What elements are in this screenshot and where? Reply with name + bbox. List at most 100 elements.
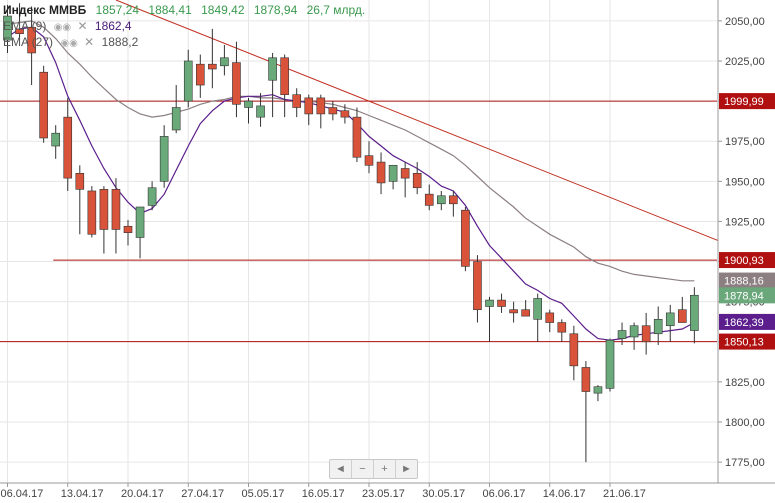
eye-icon[interactable]: ◉◉: [60, 38, 78, 49]
candle-body: [147, 187, 157, 206]
candle: [364, 141, 374, 174]
x-tick-label: 05.05.17: [242, 488, 285, 500]
candle-body: [292, 94, 302, 108]
candle-body: [388, 164, 398, 182]
price-axis: 1775,001800,001825,001850,001875,001900,…: [717, 0, 765, 483]
candle-body: [99, 189, 109, 230]
y-tick-label: 1925,00: [725, 216, 765, 228]
volume-value: 26,7 млрд.: [306, 3, 366, 17]
candle: [629, 322, 639, 350]
candle: [268, 52, 277, 118]
candle: [280, 54, 289, 118]
candle-body: [352, 116, 362, 158]
candle-body: [256, 105, 265, 118]
candle: [497, 293, 506, 313]
candle-body: [244, 100, 253, 108]
candle-body: [75, 173, 85, 190]
level-price-tag-label: 1850,13: [724, 337, 764, 349]
series-price-tag-label: 1888,16: [724, 276, 764, 288]
candle-body: [27, 26, 36, 54]
candle: [171, 85, 181, 134]
candle: [316, 94, 326, 129]
high-value: 1884,41: [148, 3, 192, 17]
candle-body: [280, 57, 289, 95]
candle: [521, 300, 530, 317]
candle: [641, 312, 651, 355]
chart-grid: [0, 0, 717, 483]
candle-body: [87, 190, 97, 235]
y-tick-label: 1950,00: [725, 176, 765, 188]
close-icon[interactable]: ✕: [77, 19, 88, 33]
zoom-in-button[interactable]: +: [374, 460, 396, 478]
ema9-line: [7, 26, 695, 341]
candle: [461, 207, 470, 272]
ema27-value: 1888,2: [101, 35, 139, 49]
candle: [244, 97, 253, 124]
candle-body: [400, 168, 410, 179]
ema27-label: EMA (27): [3, 35, 54, 49]
candle-body: [51, 132, 61, 147]
candle: [39, 65, 48, 143]
candle-body: [424, 193, 434, 206]
candle-body: [653, 319, 663, 335]
candle-body: [3, 15, 12, 41]
x-tick-label: 14.06.17: [543, 488, 586, 500]
scroll-right-button[interactable]: ►: [401, 463, 412, 475]
candle-body: [509, 309, 518, 314]
candle-body: [159, 136, 169, 182]
candle-body: [123, 225, 133, 233]
close-icon[interactable]: ✕: [84, 35, 95, 49]
candle: [485, 296, 494, 342]
candle-body: [521, 309, 530, 317]
candle: [677, 296, 687, 323]
candle-body: [461, 209, 470, 267]
candle: [220, 44, 229, 76]
x-tick-label: 23.05.17: [362, 488, 405, 500]
zoom-out-button[interactable]: −: [352, 460, 374, 478]
candle-body: [665, 312, 675, 327]
close-value: 1878,94: [253, 3, 298, 17]
legend-ema9-row[interactable]: EMA (9) ◉◉ ✕ 1862,4: [3, 18, 365, 34]
candle-body: [569, 333, 579, 367]
instrument-title: Индекс ММВБ: [3, 3, 87, 17]
candle: [352, 107, 362, 163]
candle: [196, 54, 205, 98]
legend-ohlc-row: Индекс ММВБ 1857,24 1884,41 1849,42 1878…: [3, 2, 365, 18]
candle: [63, 97, 73, 191]
candle-body: [497, 299, 506, 307]
series-price-tag: [719, 287, 775, 304]
candle: [27, 6, 36, 86]
candle: [75, 165, 85, 235]
candle-body: [376, 161, 386, 184]
candle-body: [183, 60, 193, 102]
eye-icon[interactable]: ◉◉: [53, 22, 72, 33]
y-tick-label: 2050,00: [725, 16, 765, 28]
candle: [436, 190, 446, 211]
candle: [99, 186, 109, 254]
y-tick-label: 1775,00: [725, 457, 765, 469]
candle-body: [485, 299, 494, 307]
price-tags: 1999,99 1900,93 1850,13 1888,16 1878,94 1862,…: [719, 93, 775, 350]
candle: [3, 4, 12, 53]
candle-body: [690, 294, 699, 331]
candle-body: [629, 325, 639, 338]
candle: [581, 361, 591, 463]
candle-body: [39, 71, 48, 139]
scroll-left-button[interactable]: ◄: [330, 460, 352, 478]
x-tick-label: 27.04.17: [181, 488, 224, 500]
candle-body: [220, 57, 229, 67]
legend-ema27-row[interactable]: EMA (27) ◉◉ ✕ 1888,2: [3, 34, 365, 50]
candle-body: [545, 312, 555, 323]
series-price-tag: [719, 272, 775, 289]
candle-body: [641, 325, 651, 343]
candle: [340, 104, 350, 124]
candlesticks: [3, 3, 699, 463]
candle: [147, 181, 157, 211]
x-tick-label: 13.04.17: [61, 488, 104, 500]
y-tick-label: 1825,00: [725, 377, 765, 389]
candle: [111, 178, 121, 254]
candle-body: [304, 97, 314, 115]
x-tick-label: 20.04.17: [121, 488, 164, 500]
candle-body: [232, 62, 241, 105]
